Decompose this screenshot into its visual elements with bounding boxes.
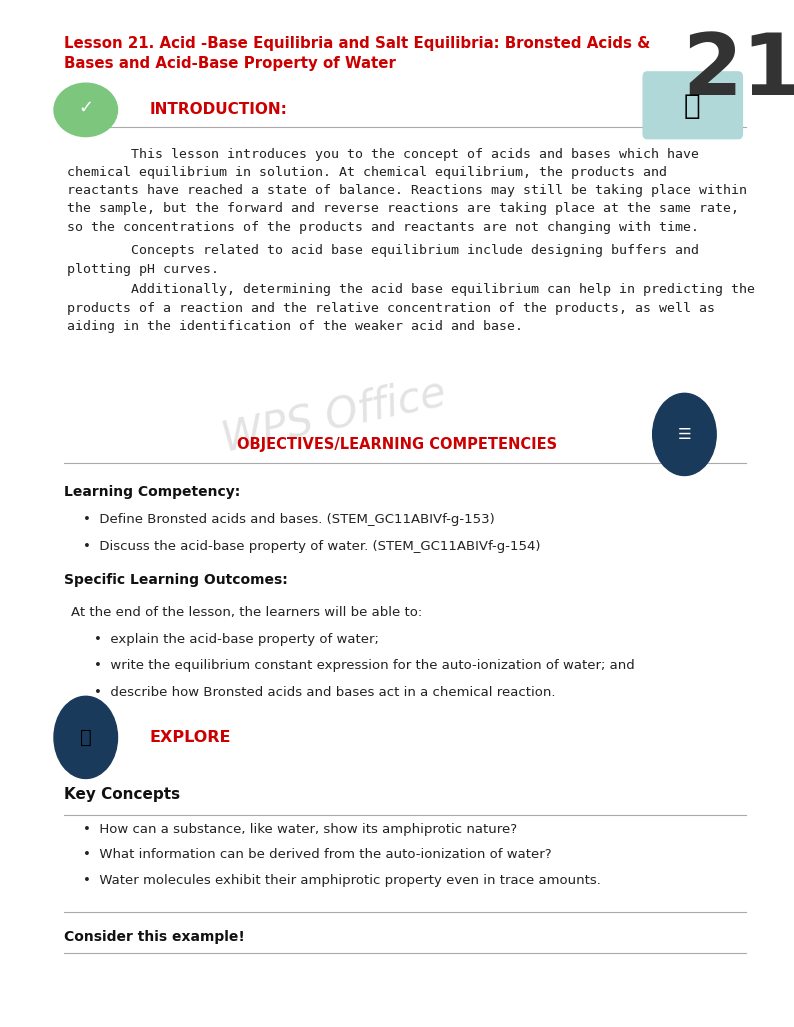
Circle shape (653, 393, 716, 476)
FancyBboxPatch shape (643, 72, 742, 139)
Text: Consider this example!: Consider this example! (64, 930, 245, 945)
Text: INTRODUCTION:: INTRODUCTION: (149, 103, 287, 117)
Text: 21: 21 (683, 31, 794, 113)
Text: Learning Competency:: Learning Competency: (64, 485, 240, 499)
Text: 🔍: 🔍 (80, 728, 91, 747)
Text: Key Concepts: Key Concepts (64, 787, 179, 802)
Text: ✓: ✓ (78, 99, 94, 117)
Text: •  Discuss the acid-base property of water. (STEM_GC11ABIVf-g-154): • Discuss the acid-base property of wate… (83, 540, 541, 554)
Text: •  describe how Bronsted acids and bases act in a chemical reaction.: • describe how Bronsted acids and bases … (94, 686, 555, 699)
Text: •  explain the acid-base property of water;: • explain the acid-base property of wate… (94, 633, 379, 646)
Text: •  Define Bronsted acids and bases. (STEM_GC11ABIVf-g-153): • Define Bronsted acids and bases. (STEM… (83, 514, 495, 527)
Text: WPS Office: WPS Office (218, 372, 449, 460)
Text: Concepts related to acid base equilibrium include designing buffers and
plotting: Concepts related to acid base equilibriu… (67, 244, 700, 275)
Text: •  What information can be derived from the auto-ionization of water?: • What information can be derived from t… (83, 848, 552, 862)
Text: OBJECTIVES/LEARNING COMPETENCIES: OBJECTIVES/LEARNING COMPETENCIES (237, 438, 557, 452)
Text: •  Water molecules exhibit their amphiprotic property even in trace amounts.: • Water molecules exhibit their amphipro… (83, 874, 601, 887)
Text: At the end of the lesson, the learners will be able to:: At the end of the lesson, the learners w… (71, 606, 422, 619)
Text: Additionally, determining the acid base equilibrium can help in predicting the
p: Additionally, determining the acid base … (67, 283, 755, 333)
Text: ☰: ☰ (677, 427, 692, 442)
Text: Bases and Acid-Base Property of Water: Bases and Acid-Base Property of Water (64, 56, 395, 71)
Ellipse shape (54, 83, 118, 137)
Circle shape (54, 696, 118, 778)
Text: EXPLORE: EXPLORE (149, 730, 231, 745)
Text: Specific Learning Outcomes:: Specific Learning Outcomes: (64, 573, 287, 587)
Text: This lesson introduces you to the concept of acids and bases which have
chemical: This lesson introduces you to the concep… (67, 148, 747, 234)
Text: •  write the equilibrium constant expression for the auto-ionization of water; a: • write the equilibrium constant express… (94, 659, 634, 673)
Text: Lesson 21. Acid -Base Equilibria and Salt Equilibria: Bronsted Acids &: Lesson 21. Acid -Base Equilibria and Sal… (64, 36, 649, 50)
Text: •  How can a substance, like water, show its amphiprotic nature?: • How can a substance, like water, show … (83, 823, 518, 836)
Text: 📖: 📖 (684, 91, 700, 120)
